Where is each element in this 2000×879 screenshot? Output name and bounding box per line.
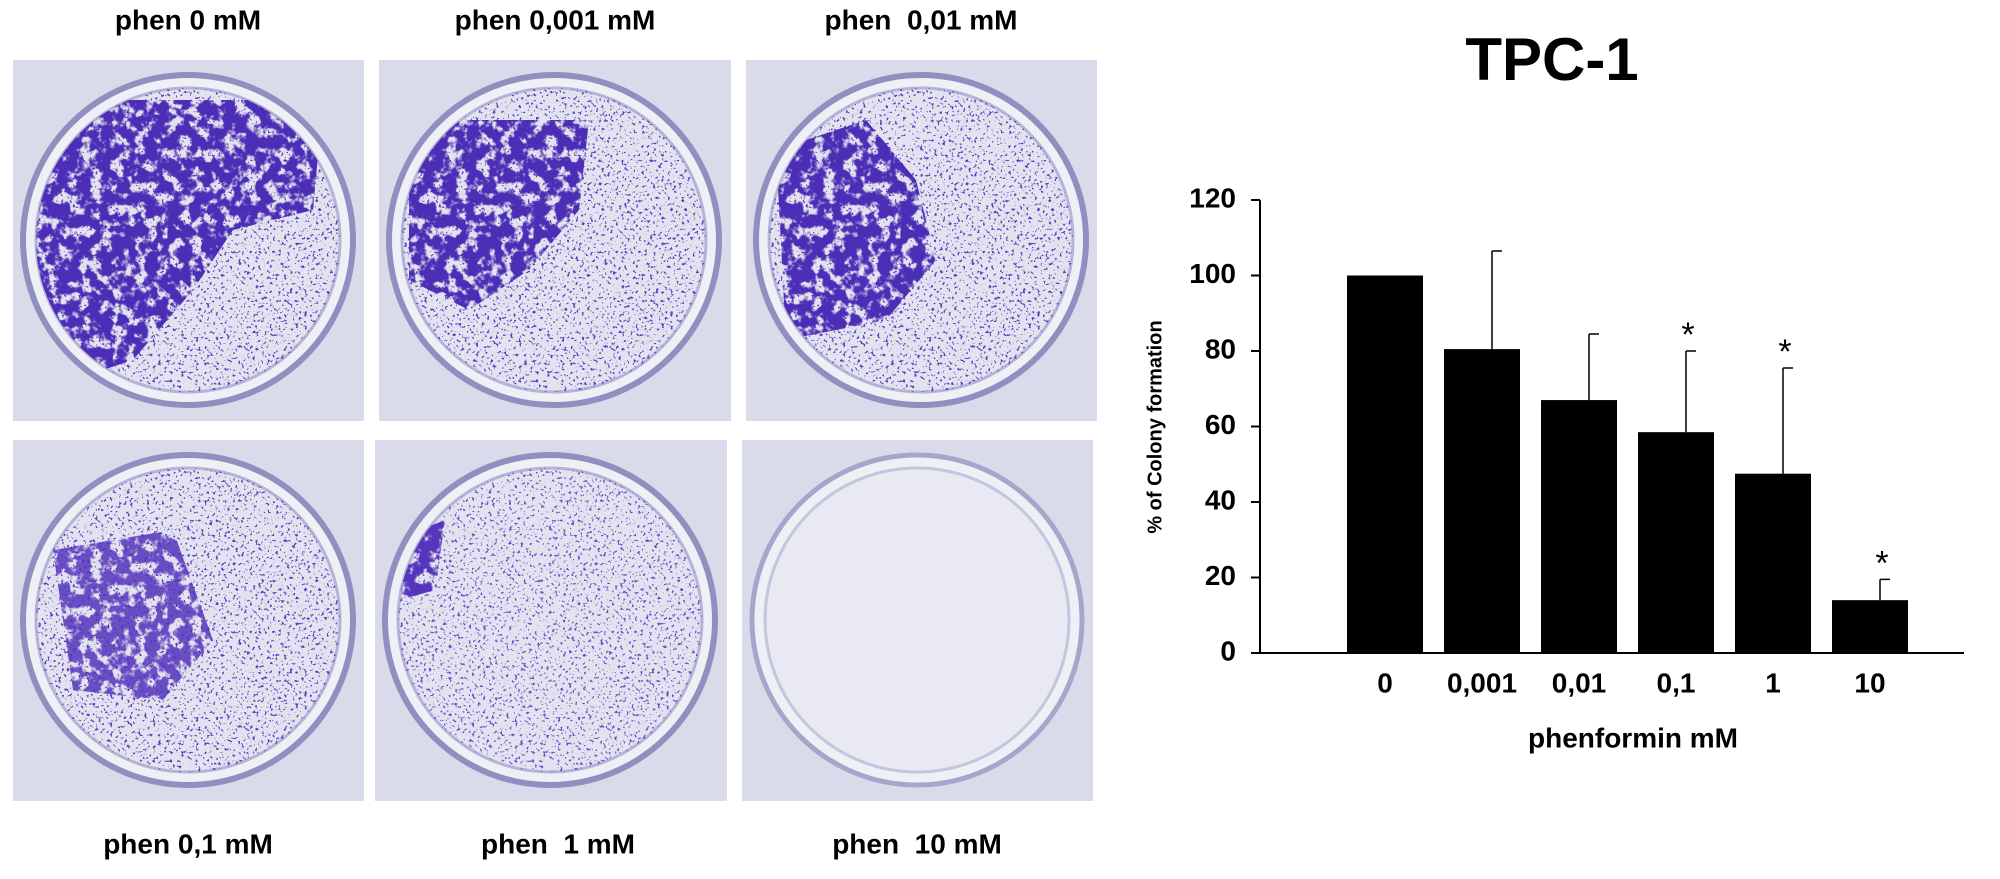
error-bar (1588, 333, 1599, 401)
error-bar (1685, 350, 1696, 433)
bar (1638, 432, 1714, 653)
x-tick-label: 0,01 (1552, 667, 1607, 698)
plate (375, 440, 727, 801)
bar (1832, 600, 1908, 653)
panel-label: phen 0,01 mM (825, 4, 1018, 35)
panel-label: phen 0 mM (115, 4, 261, 35)
y-tick-label: 40 (1205, 484, 1236, 515)
bar (1444, 349, 1520, 653)
panel-label: phen 1 mM (481, 828, 635, 859)
x-tick-label: 0,1 (1657, 667, 1696, 698)
bar (1541, 400, 1617, 653)
panel-label: phen 0,1 mM (103, 828, 273, 859)
y-tick-label: 100 (1189, 258, 1236, 289)
bar (1347, 275, 1423, 653)
error-bar (1782, 367, 1793, 474)
x-tick-label: 10 (1854, 667, 1885, 698)
y-axis-label: % of Colony formation (1144, 320, 1166, 533)
error-bar (1879, 578, 1890, 601)
significance-mark: * (1875, 544, 1888, 582)
significance-mark: * (1778, 333, 1791, 371)
y-tick-label: 20 (1205, 560, 1236, 591)
x-tick-label: 0 (1377, 667, 1393, 698)
plate-photos (13, 60, 1097, 801)
plate (13, 440, 364, 801)
x-tick-label: 0,001 (1447, 667, 1517, 698)
y-tick-label: 0 (1220, 635, 1236, 666)
error-bar (1491, 250, 1502, 350)
x-axis-label: phenformin mM (1528, 722, 1738, 753)
x-tick-label: 1 (1765, 667, 1781, 698)
panel-label: phen 10 mM (832, 828, 1002, 859)
bar (1735, 473, 1811, 653)
chart-title: TPC-1 (1465, 26, 1638, 93)
y-tick-label: 120 (1189, 182, 1236, 213)
plate (746, 60, 1097, 421)
panel-label: phen 0,001 mM (455, 4, 656, 35)
y-tick-label: 60 (1205, 409, 1236, 440)
significance-mark: * (1681, 316, 1694, 354)
plate (379, 60, 731, 421)
y-tick-label: 80 (1205, 333, 1236, 364)
plate (742, 440, 1093, 801)
plate (13, 60, 364, 421)
